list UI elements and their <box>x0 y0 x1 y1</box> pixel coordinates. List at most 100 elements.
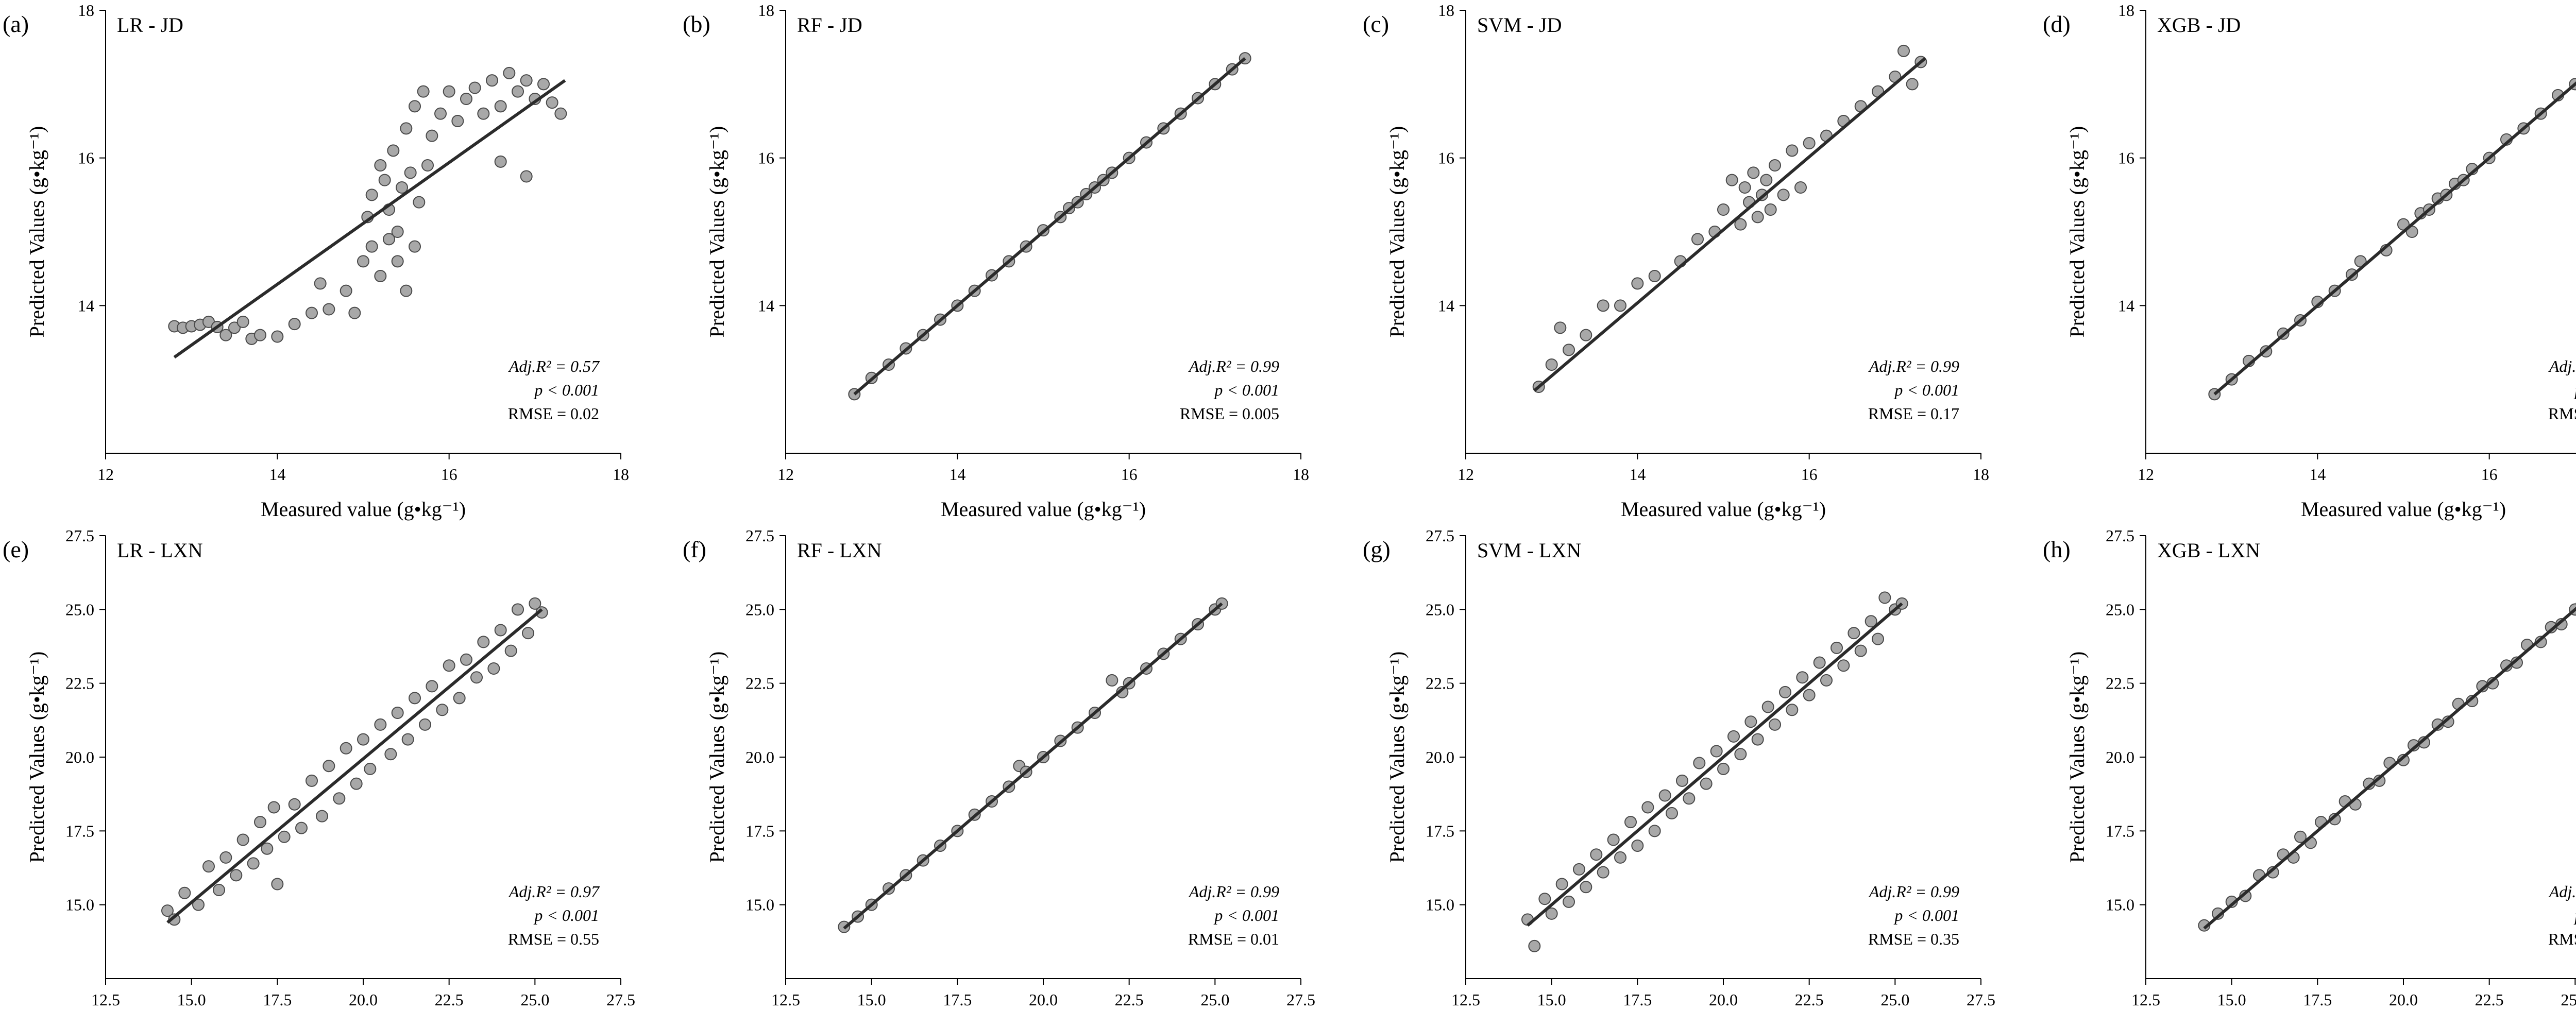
y-axis-title: Predicted Values (g•kg⁻¹) <box>705 126 728 338</box>
x-tick-label: 27.5 <box>1286 990 1315 1009</box>
x-tick-label: 14 <box>2309 465 2326 484</box>
data-point <box>477 107 490 120</box>
data-point <box>1676 774 1688 787</box>
y-tick-label: 25.0 <box>65 600 94 619</box>
y-tick-label: 18 <box>2118 1 2134 20</box>
data-point <box>261 842 274 855</box>
data-point <box>453 692 466 705</box>
y-tick-label: 18 <box>758 1 774 20</box>
x-tick-label: 15.0 <box>2217 990 2246 1009</box>
data-point <box>1764 203 1777 216</box>
data-point <box>384 748 397 761</box>
x-tick-label: 17.5 <box>1623 990 1652 1009</box>
y-axis-title: Predicted Values (g•kg⁻¹) <box>2065 126 2089 338</box>
y-tick-label: 22.5 <box>2106 674 2134 693</box>
panel-title: RF - JD <box>797 13 862 37</box>
y-axis-title: Predicted Values (g•kg⁻¹) <box>705 652 728 863</box>
x-tick-label: 17.5 <box>2303 990 2332 1009</box>
stat-rmse: RMSE = 0.005 <box>1180 404 1279 423</box>
fit-line <box>166 608 543 924</box>
x-tick-label: 12 <box>2138 465 2154 484</box>
stat-p-value: p < 0.001 <box>533 381 599 399</box>
stat-adj-r2: Adj.R² = 0.99 <box>2548 357 2576 375</box>
panel-h: 12.5 15.0 17.5 20.0 22.5 25.0 27.5 15.0 17.5 20.0… <box>2043 526 2576 1009</box>
data-point <box>396 181 408 194</box>
data-point <box>1528 939 1541 952</box>
fit-line <box>853 57 1246 396</box>
x-tick-label: 12.5 <box>91 990 120 1009</box>
stat-rmse: RMSE = 0.55 <box>508 930 599 948</box>
stat-rmse: RMSE = 0.02 <box>508 404 599 423</box>
data-point <box>494 100 507 113</box>
panel-title: LR - LXN <box>117 539 203 562</box>
data-point <box>1848 627 1860 640</box>
data-point <box>1658 789 1671 802</box>
x-tick-label: 18 <box>1973 465 1989 484</box>
data-point <box>1865 615 1877 628</box>
data-point <box>1624 816 1637 829</box>
x-tick-label: 25.0 <box>520 990 549 1009</box>
stat-p-value: p < 0.001 <box>2573 906 2576 925</box>
data-point <box>161 904 174 917</box>
data-point <box>421 159 434 172</box>
data-point <box>1555 878 1568 891</box>
data-point <box>401 733 414 746</box>
y-tick-label: 15.0 <box>1426 896 1454 914</box>
y-tick-label: 17.5 <box>2106 821 2134 840</box>
x-tick-label: 12.5 <box>1451 990 1480 1009</box>
panel-c: 12 14 16 18 14 16 18 (c) SVM - JD Measured value … <box>1363 1 1989 521</box>
y-axis-title: Predicted Values (g•kg⁻¹) <box>25 126 48 338</box>
data-point <box>470 671 483 684</box>
data-point <box>1563 895 1575 908</box>
data-point <box>1878 591 1891 604</box>
y-tick-label: 14 <box>78 296 94 315</box>
panel-title: SVM - LXN <box>1477 539 1581 562</box>
data-point <box>546 96 558 109</box>
y-tick-label: 15.0 <box>745 896 774 914</box>
y-tick-label: 25.0 <box>2106 600 2134 619</box>
y-tick-label: 27.5 <box>65 526 94 545</box>
data-point <box>391 255 404 268</box>
data-point <box>314 277 327 290</box>
data-point <box>426 680 438 693</box>
data-point <box>365 189 378 201</box>
x-tick-label: 12.5 <box>771 990 800 1009</box>
data-point <box>537 78 550 91</box>
x-tick-label: 27.5 <box>1967 990 1995 1009</box>
y-tick-label: 15.0 <box>2106 896 2134 914</box>
x-tick-label: 15.0 <box>857 990 886 1009</box>
x-tick-label: 12 <box>97 465 114 484</box>
x-tick-label: 12 <box>777 465 794 484</box>
x-tick-label: 18 <box>613 465 629 484</box>
stat-p-value: p < 0.001 <box>2573 381 2576 399</box>
panel-label: (h) <box>2043 536 2071 562</box>
data-point <box>387 144 400 157</box>
data-point <box>451 115 464 127</box>
data-point <box>487 662 500 675</box>
x-axis-title: Measured value (g•kg⁻¹) <box>941 498 1146 521</box>
data-point <box>512 85 524 98</box>
data-point <box>426 129 438 142</box>
data-point <box>383 233 395 246</box>
data-point <box>247 857 260 870</box>
x-tick-label: 20.0 <box>2389 990 2418 1009</box>
data-point <box>409 692 421 705</box>
y-tick-label: 14 <box>2118 296 2134 315</box>
panel-a: 12 14 16 18 14 16 18 (a) LR - JD Measured value (… <box>3 1 629 521</box>
data-point <box>520 170 533 183</box>
y-tick-label: 27.5 <box>745 526 774 545</box>
stat-p-value: p < 0.001 <box>1893 906 1959 925</box>
data-point <box>1573 863 1585 876</box>
data-point <box>391 707 404 719</box>
data-point <box>236 315 249 328</box>
panel-label: (c) <box>1363 11 1389 37</box>
x-tick-label: 22.5 <box>2475 990 2504 1009</box>
data-point <box>400 284 413 297</box>
data-point <box>417 85 430 98</box>
x-tick-label: 22.5 <box>1115 990 1144 1009</box>
data-point <box>219 851 232 864</box>
data-point <box>1580 329 1592 341</box>
x-tick-label: 22.5 <box>435 990 464 1009</box>
y-tick-label: 27.5 <box>2106 526 2134 545</box>
data-point <box>1796 671 1809 684</box>
